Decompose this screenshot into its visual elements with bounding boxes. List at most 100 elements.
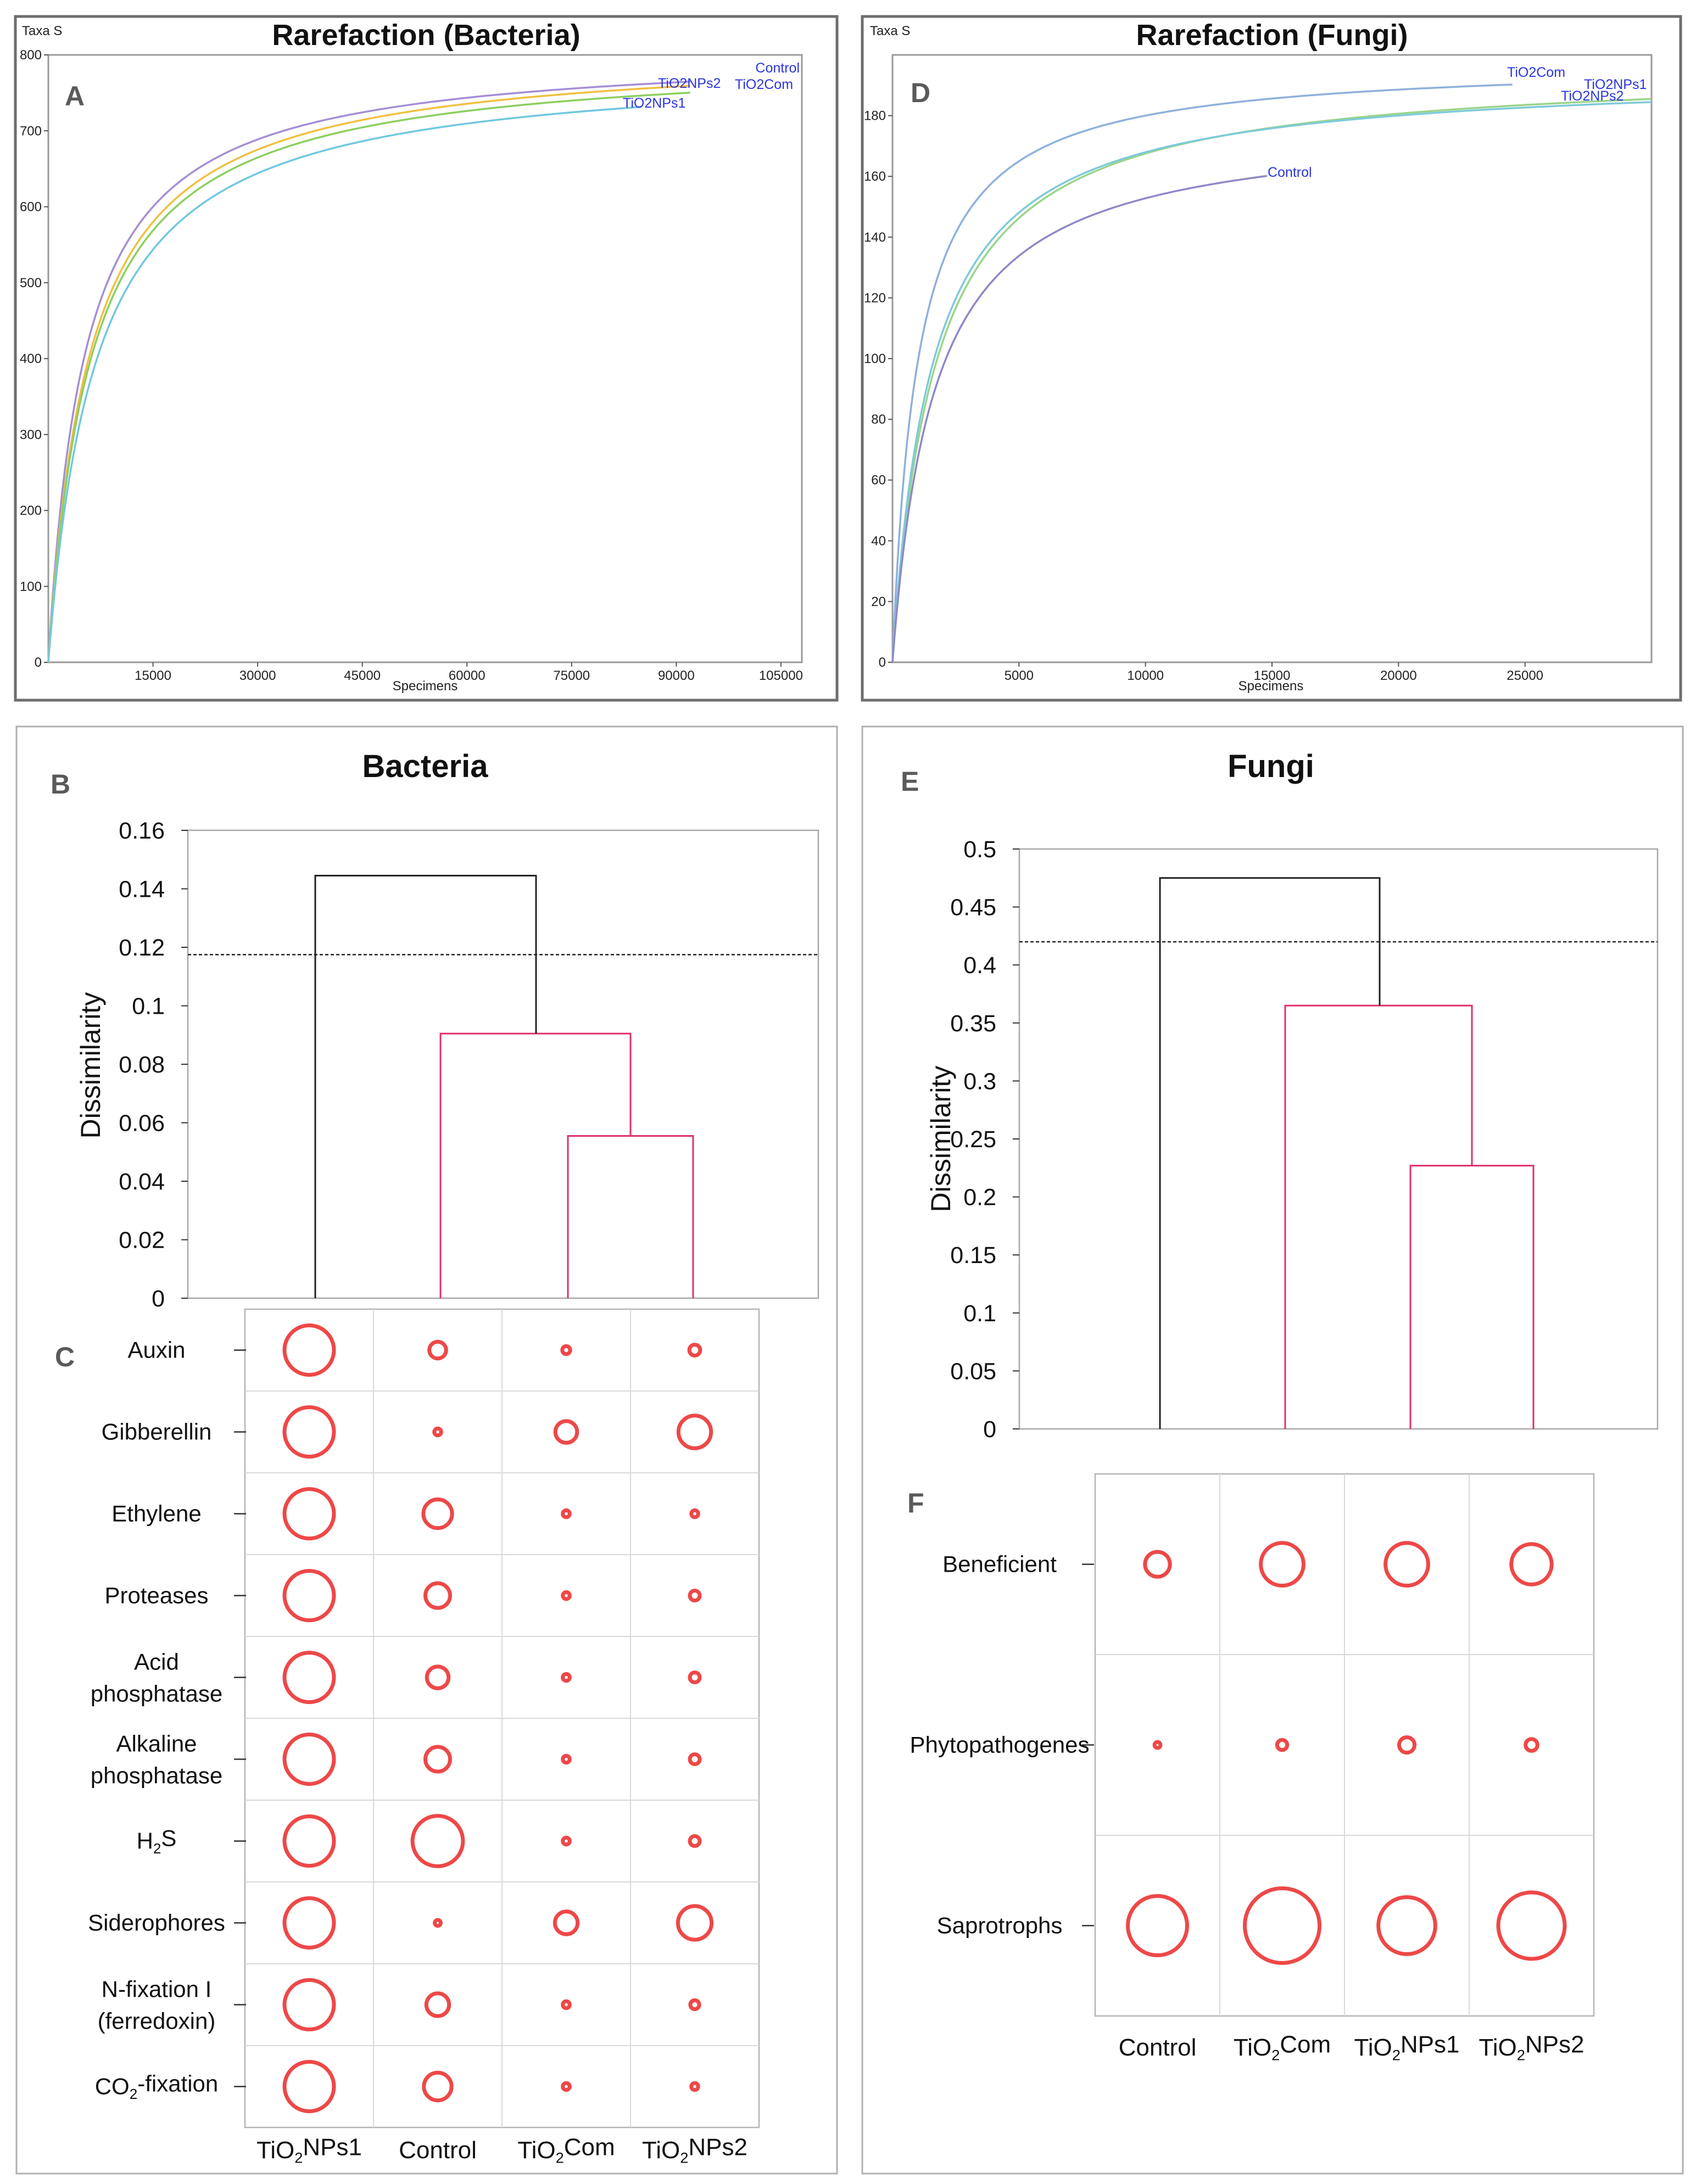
panel-e-letter: E: [901, 766, 919, 797]
y-tick-label: 0: [983, 1416, 996, 1443]
x-tick-label: 75000: [553, 668, 590, 683]
bubble-beneficient-control: [1143, 1550, 1172, 1579]
panel-bc-bacteria: B Bacteria Dissimilarity 0 0.02 0.04 0.06 0.…: [15, 725, 838, 2175]
panel-a-plot-area: [47, 54, 803, 663]
bubble-saprotrophs-tio2com: [1242, 1886, 1322, 1965]
bubble-co2-fixation-tio2com: [561, 2081, 572, 2092]
y-tick-label: 160: [864, 169, 886, 184]
bubble-beneficient-tio2nps1: [1383, 1541, 1430, 1588]
bubble-n-fixation-i-ferredoxin--tio2nps1: [282, 1978, 336, 2031]
bubble-siderophores-tio2nps1: [282, 1896, 336, 1950]
column-label-tio2com: TiO2Com: [1234, 2031, 1331, 2064]
row-label-line2: (ferredoxin): [98, 2008, 216, 2034]
panel-e-dendrogram: [1019, 877, 1658, 1429]
bubble-gibberellin-control: [432, 1426, 443, 1438]
row-label: Auxin: [127, 1337, 185, 1363]
row-label-line1: Acid: [134, 1649, 179, 1675]
bubble-n-fixation-i-ferredoxin--tio2nps2: [688, 1998, 701, 2012]
panel-f-bubble-grid: Beneficient Phytopathogenes Saprotrophs Con…: [910, 1473, 1595, 2064]
panel-c-letter: C: [55, 1342, 75, 1372]
x-tick-label: 30000: [239, 668, 276, 683]
dendrogram-link-2: [1284, 1004, 1473, 1429]
row-label: H2S: [137, 1825, 177, 1856]
panel-b-letter: B: [51, 769, 70, 800]
y-tick-label: 400: [20, 351, 42, 366]
column-label-tio2nps2: TiO2NPs2: [642, 2134, 747, 2166]
series-line-control: [891, 175, 1268, 663]
bubble-proteases-tio2com: [561, 1590, 572, 1601]
bubble-acid-phosphatase-control: [425, 1664, 451, 1690]
bubble-co2-fixation-tio2nps2: [689, 2081, 700, 2092]
panel-e-y-label: Dissimilarity: [925, 1066, 956, 1213]
row-label-line1: N-fixation I: [102, 1976, 212, 2002]
column-label-tio2com: TiO2Com: [517, 2134, 615, 2166]
panel-b-y-ticks: 0 0.02 0.04 0.06 0.08 0.1 0.12 0.14 0.16: [119, 818, 188, 1312]
y-tick-label: 0.06: [119, 1110, 165, 1137]
bubble-saprotrophs-tio2nps2: [1496, 1890, 1567, 1961]
series-line-tio2nps2: [47, 85, 690, 663]
y-tick-label: 0: [35, 655, 42, 670]
panel-d-frame: [861, 15, 1682, 702]
series-label-tio2nps2: TiO2NPs2: [1561, 88, 1624, 104]
bubble-siderophores-tio2com: [553, 1909, 580, 1936]
row-label: Phytopathogenes: [910, 1732, 1090, 1758]
series-label-tio2nps2: TiO2NPs2: [658, 76, 721, 91]
panel-e-y-ticks: 0 0.05 0.1 0.15 0.2 0.25 0.3 0.35 0.4 0.45 0.5: [950, 836, 1019, 1443]
row-label: Gibberellin: [102, 1419, 212, 1445]
y-tick-label: 0.08: [119, 1052, 165, 1078]
bubble-beneficient-tio2com: [1259, 1541, 1306, 1588]
y-tick-label: 0.12: [119, 935, 165, 961]
y-tick-label: 0.04: [119, 1169, 165, 1195]
bubble-acid-phosphatase-tio2nps2: [688, 1671, 702, 1684]
bubble-beneficient-tio2nps2: [1509, 1542, 1554, 1587]
bubble-alkaline-phosphatase-control: [423, 1745, 452, 1774]
bubble-alkaline-phosphatase-tio2nps2: [688, 1752, 702, 1766]
bubble-h2s-tio2com: [561, 1835, 572, 1847]
bubble-auxin-control: [427, 1339, 448, 1361]
panel-a-frame: [14, 15, 839, 702]
bubble-co2-fixation-control: [422, 2070, 454, 2103]
y-tick-label: 0.15: [950, 1242, 996, 1269]
series-line-tio2nps1: [891, 98, 1652, 663]
y-tick-label: 0.02: [119, 1227, 165, 1254]
y-tick-label: 20: [871, 594, 886, 609]
bubble-alkaline-phosphatase-tio2nps1: [282, 1733, 336, 1786]
y-tick-label: 0.2: [963, 1185, 996, 1211]
panel-d-title: Rarefaction (Fungi): [1136, 19, 1408, 52]
y-tick-label: 40: [871, 534, 886, 549]
bubble-auxin-tio2nps2: [687, 1343, 702, 1358]
x-tick-label: 60000: [449, 668, 486, 683]
y-tick-label: 0: [152, 1286, 165, 1312]
bubble-proteases-tio2nps1: [282, 1569, 336, 1622]
x-tick-label: 105000: [759, 668, 803, 683]
y-tick-label: 0.45: [950, 895, 996, 921]
bubble-alkaline-phosphatase-tio2com: [561, 1753, 572, 1765]
series-line-tio2nps2: [891, 101, 1652, 663]
bubble-ethylene-tio2nps1: [282, 1487, 336, 1540]
y-tick-label: 200: [20, 504, 42, 518]
series-label-control: Control: [1268, 165, 1312, 180]
series-label-control: Control: [755, 60, 800, 76]
series-label-tio2com: TiO2Com: [1507, 65, 1565, 80]
panel-e-plot-area: [1018, 848, 1659, 1430]
y-tick-label: 0.35: [950, 1010, 996, 1037]
column-label-tio2nps2: TiO2NPs2: [1479, 2031, 1584, 2064]
y-tick-label: 0: [879, 655, 886, 670]
bubble-phytopathogenes-control: [1152, 1740, 1163, 1750]
y-tick-label: 700: [20, 124, 42, 138]
x-tick-label: 15000: [1254, 668, 1291, 683]
panel-e-title: Fungi: [1228, 749, 1314, 784]
bubble-phytopathogenes-tio2nps2: [1524, 1737, 1539, 1753]
row-label-line1: Alkaline: [116, 1731, 197, 1757]
panel-b-plot-area: [187, 829, 819, 1299]
y-tick-label: 0.14: [119, 876, 165, 903]
bubble-proteases-tio2nps2: [688, 1589, 702, 1602]
dendrogram-link-3: [1159, 877, 1381, 1429]
row-label: CO2-fixation: [95, 2070, 219, 2102]
panel-d-axis-ticks: 0 20 40 60 80 100 120 140 160 180 5000 10000 15000 20…: [864, 109, 1543, 683]
y-tick-label: 140: [864, 230, 886, 245]
series-label-tio2nps1: TiO2NPs1: [1584, 77, 1647, 92]
dendrogram-link-3: [314, 875, 537, 1298]
panel-a-series: Control TiO2NPs2 TiO2Com TiO2NPs1: [47, 60, 800, 663]
